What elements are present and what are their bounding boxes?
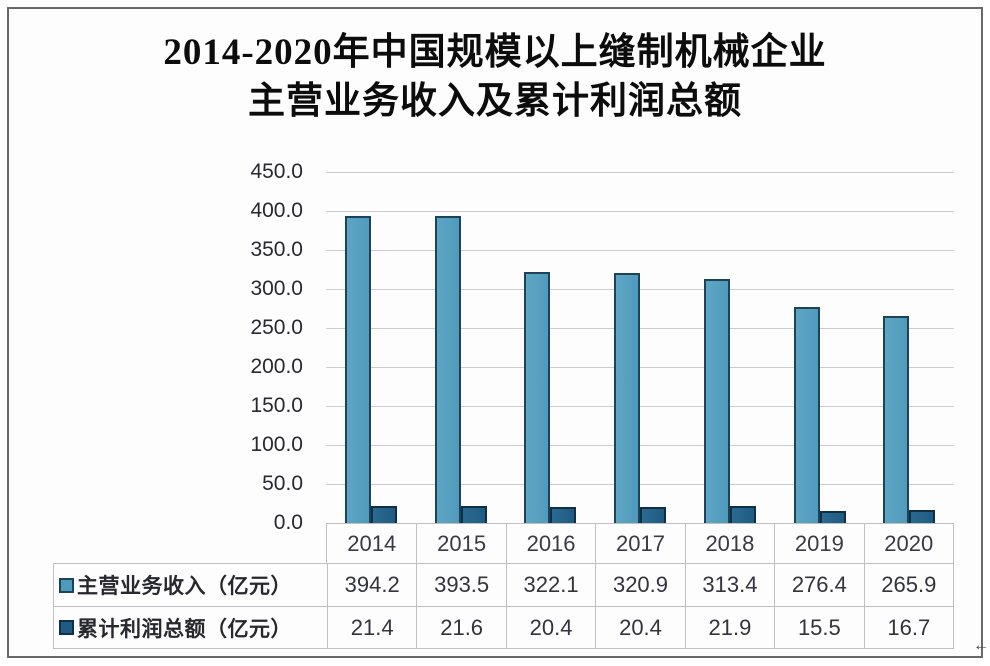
bar-revenue-2019 (794, 307, 820, 523)
table-value-cell-revenue: 393.5 (416, 564, 505, 606)
x-axis-year-cell: 2020 (863, 524, 953, 564)
x-axis-year-cell: 2017 (595, 524, 684, 564)
chart-title-line2: 主营业务收入及累计利润总额 (248, 81, 742, 122)
y-axis-tick-label: 400.0 (250, 199, 303, 222)
bar-revenue-2014 (345, 216, 371, 523)
table-value-cell-revenue: 320.9 (595, 564, 684, 606)
table-value-cell-revenue: 276.4 (774, 564, 863, 606)
chart-title: 2014-2020年中国规模以上缝制机械企业 主营业务收入及累计利润总额 (0, 28, 990, 126)
bar-profit-2020 (909, 510, 935, 523)
y-axis-tick-label: 450.0 (250, 160, 303, 183)
table-value-cell-profit: 20.4 (505, 606, 596, 648)
table-value-cell-profit: 15.5 (774, 606, 864, 648)
legend-swatch-profit-icon (59, 620, 74, 635)
gridline (326, 406, 954, 407)
gridline (326, 328, 954, 329)
legend-series-name: 累计利润总额（亿元） (77, 617, 292, 641)
table-value-cell-profit: 20.4 (595, 606, 685, 648)
x-axis-year-cell: 2016 (505, 524, 595, 564)
y-axis-tick-label: 350.0 (250, 238, 303, 261)
legend-series-name: 主营业务收入（亿元） (77, 575, 292, 598)
table-value-cell-profit: 21.9 (684, 606, 775, 648)
y-axis-tick-label: 50.0 (262, 472, 303, 495)
legend-label-cell-profit: 累计利润总额（亿元） (54, 606, 327, 648)
bar-revenue-2015 (435, 216, 461, 523)
gridline (326, 172, 954, 173)
bar-revenue-2017 (614, 273, 640, 523)
y-axis-tick-label: 300.0 (250, 277, 303, 300)
bar-profit-2016 (550, 507, 576, 523)
x-axis-year-row: 2014 2015 2016 2017 2018 2019 2020 (326, 523, 954, 564)
gridline (326, 367, 954, 368)
y-axis-tick-label: 250.0 (250, 316, 303, 339)
table-value-cell-profit: 21.4 (327, 606, 417, 648)
legend-swatch-revenue-icon (59, 577, 74, 593)
x-axis-year-cell: 2018 (684, 524, 774, 564)
table-value-cell-revenue: 322.1 (505, 564, 595, 606)
gridline (326, 484, 954, 485)
legend-label-cell-revenue: 主营业务收入（亿元） (54, 564, 327, 606)
bar-profit-2017 (640, 507, 666, 523)
corner-artifact: ← (973, 637, 989, 654)
bar-revenue-2018 (704, 279, 730, 523)
legend-value-table: 主营业务收入（亿元） 394.2 393.5 322.1 320.9 313.4 276.4… (53, 563, 954, 649)
table-value-cell-revenue: 313.4 (684, 564, 774, 606)
plot-area (326, 172, 954, 524)
y-axis-tick-label: 200.0 (250, 355, 303, 378)
bar-profit-2014 (371, 506, 397, 523)
bar-profit-2015 (461, 506, 487, 523)
x-axis-year-cell: 2019 (774, 524, 863, 564)
table-value-cell-profit: 21.6 (416, 606, 506, 648)
y-axis-tick-label: 0.0 (273, 511, 303, 534)
gridline (326, 289, 954, 290)
y-axis-tick-label: 150.0 (250, 394, 303, 417)
x-axis-year-cell: 2015 (416, 524, 505, 564)
gridline (326, 211, 954, 212)
bar-revenue-2020 (883, 316, 909, 523)
table-value-cell-revenue: 265.9 (863, 564, 953, 606)
gridline (326, 445, 954, 446)
y-axis-tick-label: 100.0 (250, 433, 303, 456)
chart-title-line1: 2014-2020年中国规模以上缝制机械企业 (163, 32, 827, 73)
table-value-cell-revenue: 394.2 (327, 564, 416, 606)
bar-profit-2019 (820, 511, 846, 523)
bar-revenue-2016 (524, 272, 550, 523)
x-axis-year-cell: 2014 (347, 531, 397, 556)
table-value-cell-profit: 16.7 (863, 606, 953, 648)
gridline (326, 250, 954, 251)
bar-profit-2018 (730, 506, 756, 523)
